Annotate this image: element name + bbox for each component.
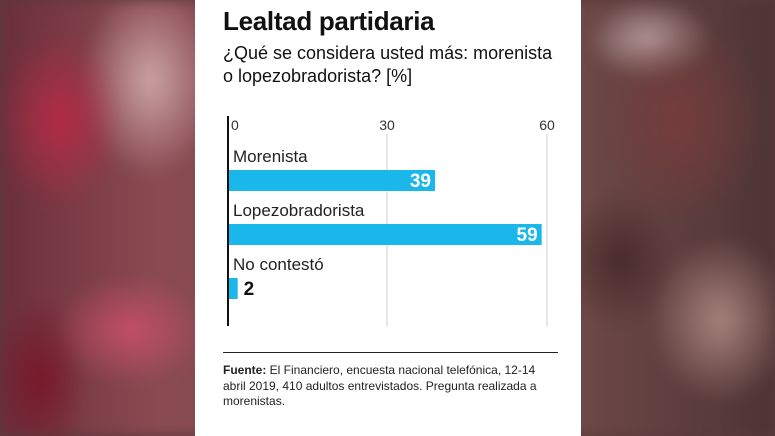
category-label: No contestó bbox=[233, 255, 324, 274]
bar bbox=[229, 224, 542, 245]
chart-title: Lealtad partidaria bbox=[223, 6, 435, 36]
source-text: El Financiero, encuesta nacional telefón… bbox=[223, 363, 537, 408]
chart-subtitle: ¿Qué se considera usted más: morenista o… bbox=[223, 43, 553, 86]
bar bbox=[229, 278, 238, 299]
category-label: Morenista bbox=[233, 147, 308, 166]
source-label: Fuente: bbox=[223, 363, 267, 377]
bar-chart: 0 30 60 Morenista 39 Lopezobradorista 59 No con… bbox=[227, 116, 555, 326]
infographic-card: Lealtad partidaria ¿Qué se considera ust… bbox=[195, 0, 581, 436]
bar bbox=[229, 170, 435, 191]
category-label: Lopezobradorista bbox=[233, 201, 365, 220]
data-label: 39 bbox=[410, 171, 431, 192]
data-label: 59 bbox=[517, 225, 538, 246]
x-tick-label: 30 bbox=[379, 117, 395, 133]
x-tick-label: 60 bbox=[539, 117, 555, 133]
data-label: 2 bbox=[244, 279, 255, 300]
source-footer: Fuente: El Financiero, encuesta nacional… bbox=[223, 352, 558, 410]
x-tick-label: 0 bbox=[231, 117, 239, 133]
